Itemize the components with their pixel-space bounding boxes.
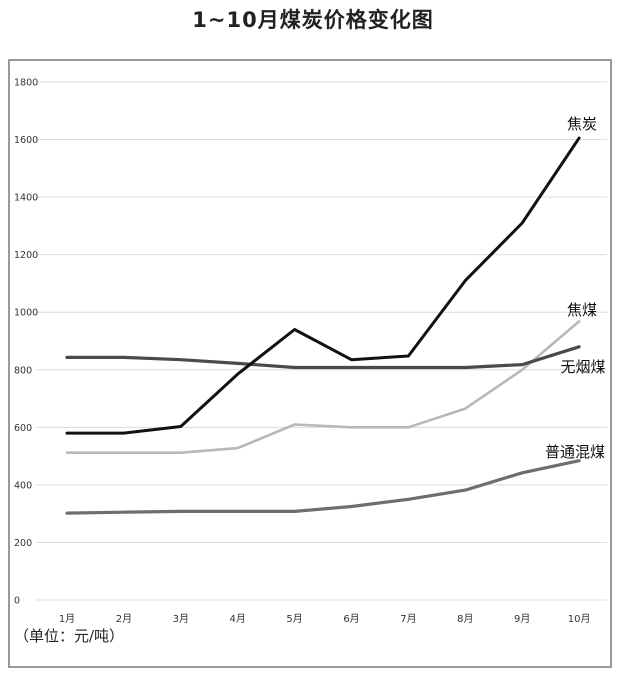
chart-title: 1~10月煤炭价格变化图 (192, 8, 434, 32)
series-line-3 (65, 345, 581, 370)
x-tick-label-2: 2月 (116, 613, 132, 625)
x-tick-label-7: 7月 (400, 613, 416, 625)
y-tick-label-1800: 1800 (14, 78, 38, 89)
y-tick-label-1200: 1200 (14, 250, 38, 261)
y-tick-label-1600: 1600 (14, 135, 38, 146)
y-tick-label-0: 0 (14, 596, 20, 607)
y-tick-label-1400: 1400 (14, 193, 38, 204)
y-tick-label-200: 200 (14, 538, 32, 549)
x-tick-label-10: 10月 (568, 613, 591, 625)
series-label-3: 无烟煤 (560, 358, 605, 376)
series-line-4 (65, 459, 581, 515)
y-tick-label-400: 400 (14, 480, 32, 491)
series-line-1 (65, 136, 581, 435)
series-label-1: 焦炭 (567, 115, 597, 133)
x-tick-label-3: 3月 (173, 613, 189, 625)
y-tick-label-800: 800 (14, 365, 32, 376)
y-tick-label-600: 600 (14, 423, 32, 434)
y-tick-label-1000: 1000 (14, 308, 38, 319)
x-tick-label-1: 1月 (59, 613, 75, 625)
x-tick-label-9: 9月 (514, 613, 530, 625)
series-label-2: 焦煤 (567, 301, 597, 319)
x-tick-label-5: 5月 (286, 613, 302, 625)
series-label-4: 普通混煤 (545, 443, 605, 461)
x-tick-label-6: 6月 (343, 613, 359, 625)
unit-note: （单位：元/吨） (14, 627, 125, 645)
x-tick-label-8: 8月 (457, 613, 473, 625)
chart-frame (8, 59, 612, 668)
x-tick-label-4: 4月 (230, 613, 246, 625)
series-line-2 (65, 320, 581, 455)
